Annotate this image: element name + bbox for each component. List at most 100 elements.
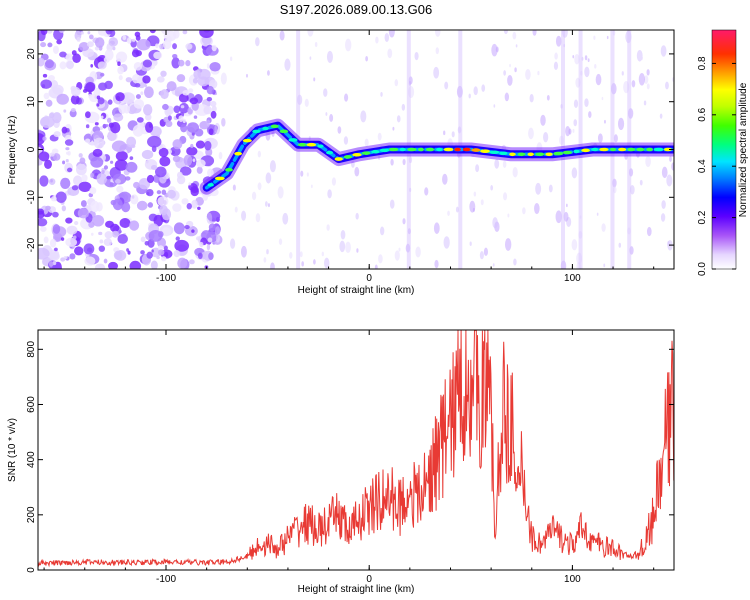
ridge-peak (443, 147, 454, 152)
noise-blob (192, 158, 196, 162)
ridge-peak (517, 152, 526, 157)
noise-blob (110, 223, 120, 233)
noise-blob (196, 159, 206, 168)
noise-blob (337, 126, 342, 134)
ridge-peak (234, 151, 243, 156)
chart-title: S197.2026.089.00.13.G06 (280, 2, 433, 17)
noise-blob (661, 166, 668, 179)
noise-blob (241, 210, 247, 221)
noise-blob (125, 77, 133, 83)
noise-blob (324, 257, 330, 269)
noise-blob (126, 136, 137, 148)
ridge-peak (262, 126, 269, 131)
noise-blob (92, 214, 105, 227)
noise-blob (206, 63, 210, 69)
noise-blob (207, 168, 214, 178)
noise-blob (344, 93, 349, 102)
ridge-peak (361, 151, 371, 155)
noise-blob (50, 196, 57, 202)
ridge-peak (489, 150, 500, 155)
noise-blob (447, 210, 450, 216)
noise-blob (172, 155, 181, 163)
noise-blob (77, 208, 89, 219)
noise-blob (279, 30, 285, 41)
noise-blob (75, 163, 87, 176)
ridge-peak (207, 183, 214, 187)
noise-blob (503, 30, 508, 35)
noise-blob (38, 208, 45, 215)
noise-blob (246, 73, 248, 78)
noise-blob (208, 128, 214, 135)
noise-blob (62, 160, 66, 165)
noise-blob (133, 99, 145, 109)
noise-blob (65, 147, 70, 151)
noise-blob (528, 127, 534, 140)
noise-blob (270, 262, 275, 269)
snr-y-tick-label: 400 (26, 451, 37, 468)
noise-blob (314, 41, 318, 48)
noise-blob (38, 57, 45, 67)
noise-blob (255, 213, 261, 223)
noise-blob (204, 140, 212, 151)
noise-blob (660, 45, 667, 57)
noise-blob (326, 224, 330, 231)
noise-blob (101, 170, 105, 174)
noise-blob (646, 83, 650, 90)
noise-blob (188, 182, 192, 186)
noise-blob (218, 151, 223, 160)
noise-blob (584, 66, 590, 78)
noise-blob (134, 31, 141, 38)
noise-blob (390, 158, 394, 166)
noise-blob (59, 61, 67, 70)
spectrogram-y-tick-label: 10 (26, 96, 37, 108)
ridge-peak (553, 151, 564, 156)
noise-blob (114, 159, 128, 171)
snr-x-tick-label: 0 (366, 574, 372, 585)
noise-blob (76, 37, 81, 42)
noise-blob (513, 258, 517, 266)
noise-blob (345, 241, 351, 254)
noise-blob (161, 189, 167, 195)
ridge-peak (610, 147, 617, 152)
noise-blob (105, 30, 113, 35)
ridge-peak (653, 147, 664, 152)
noise-blob (78, 181, 92, 193)
noise-blob (49, 249, 60, 260)
colorbar-tick-label: 0.6 (697, 107, 708, 121)
noise-blob (80, 200, 87, 207)
noise-blob (355, 212, 359, 220)
noise-blob (78, 41, 90, 52)
noise-blob (40, 79, 52, 89)
noise-blob (190, 186, 199, 193)
noise-blob (46, 30, 53, 34)
noise-blob (50, 179, 53, 183)
noise-blob (90, 156, 104, 168)
snr-x-tick-label: -100 (156, 574, 176, 585)
noise-blob (141, 149, 154, 160)
noise-blob (113, 250, 123, 260)
noise-blob (529, 94, 534, 103)
noise-blob (468, 93, 471, 99)
noise-blob (197, 76, 210, 87)
noise-blob (601, 223, 606, 232)
noise-blob (146, 192, 150, 196)
noise-blob (257, 150, 261, 158)
noise-blob (71, 185, 79, 191)
noise-blob (52, 261, 57, 266)
noise-blob (79, 157, 86, 165)
noise-blob (66, 167, 73, 173)
noise-blob (58, 30, 65, 33)
noise-blob (97, 61, 107, 70)
noise-blob (203, 105, 212, 115)
ridge-peak (618, 147, 627, 152)
noise-blob (90, 172, 95, 179)
noise-blob (532, 30, 537, 36)
noise-blob (574, 53, 580, 65)
noise-blob (208, 252, 214, 260)
noise-blob (65, 53, 73, 62)
noise-blob (177, 171, 183, 179)
noise-blob (87, 31, 91, 35)
noise-blob (587, 58, 590, 63)
noise-blob (265, 172, 272, 184)
noise-blob (105, 123, 109, 128)
